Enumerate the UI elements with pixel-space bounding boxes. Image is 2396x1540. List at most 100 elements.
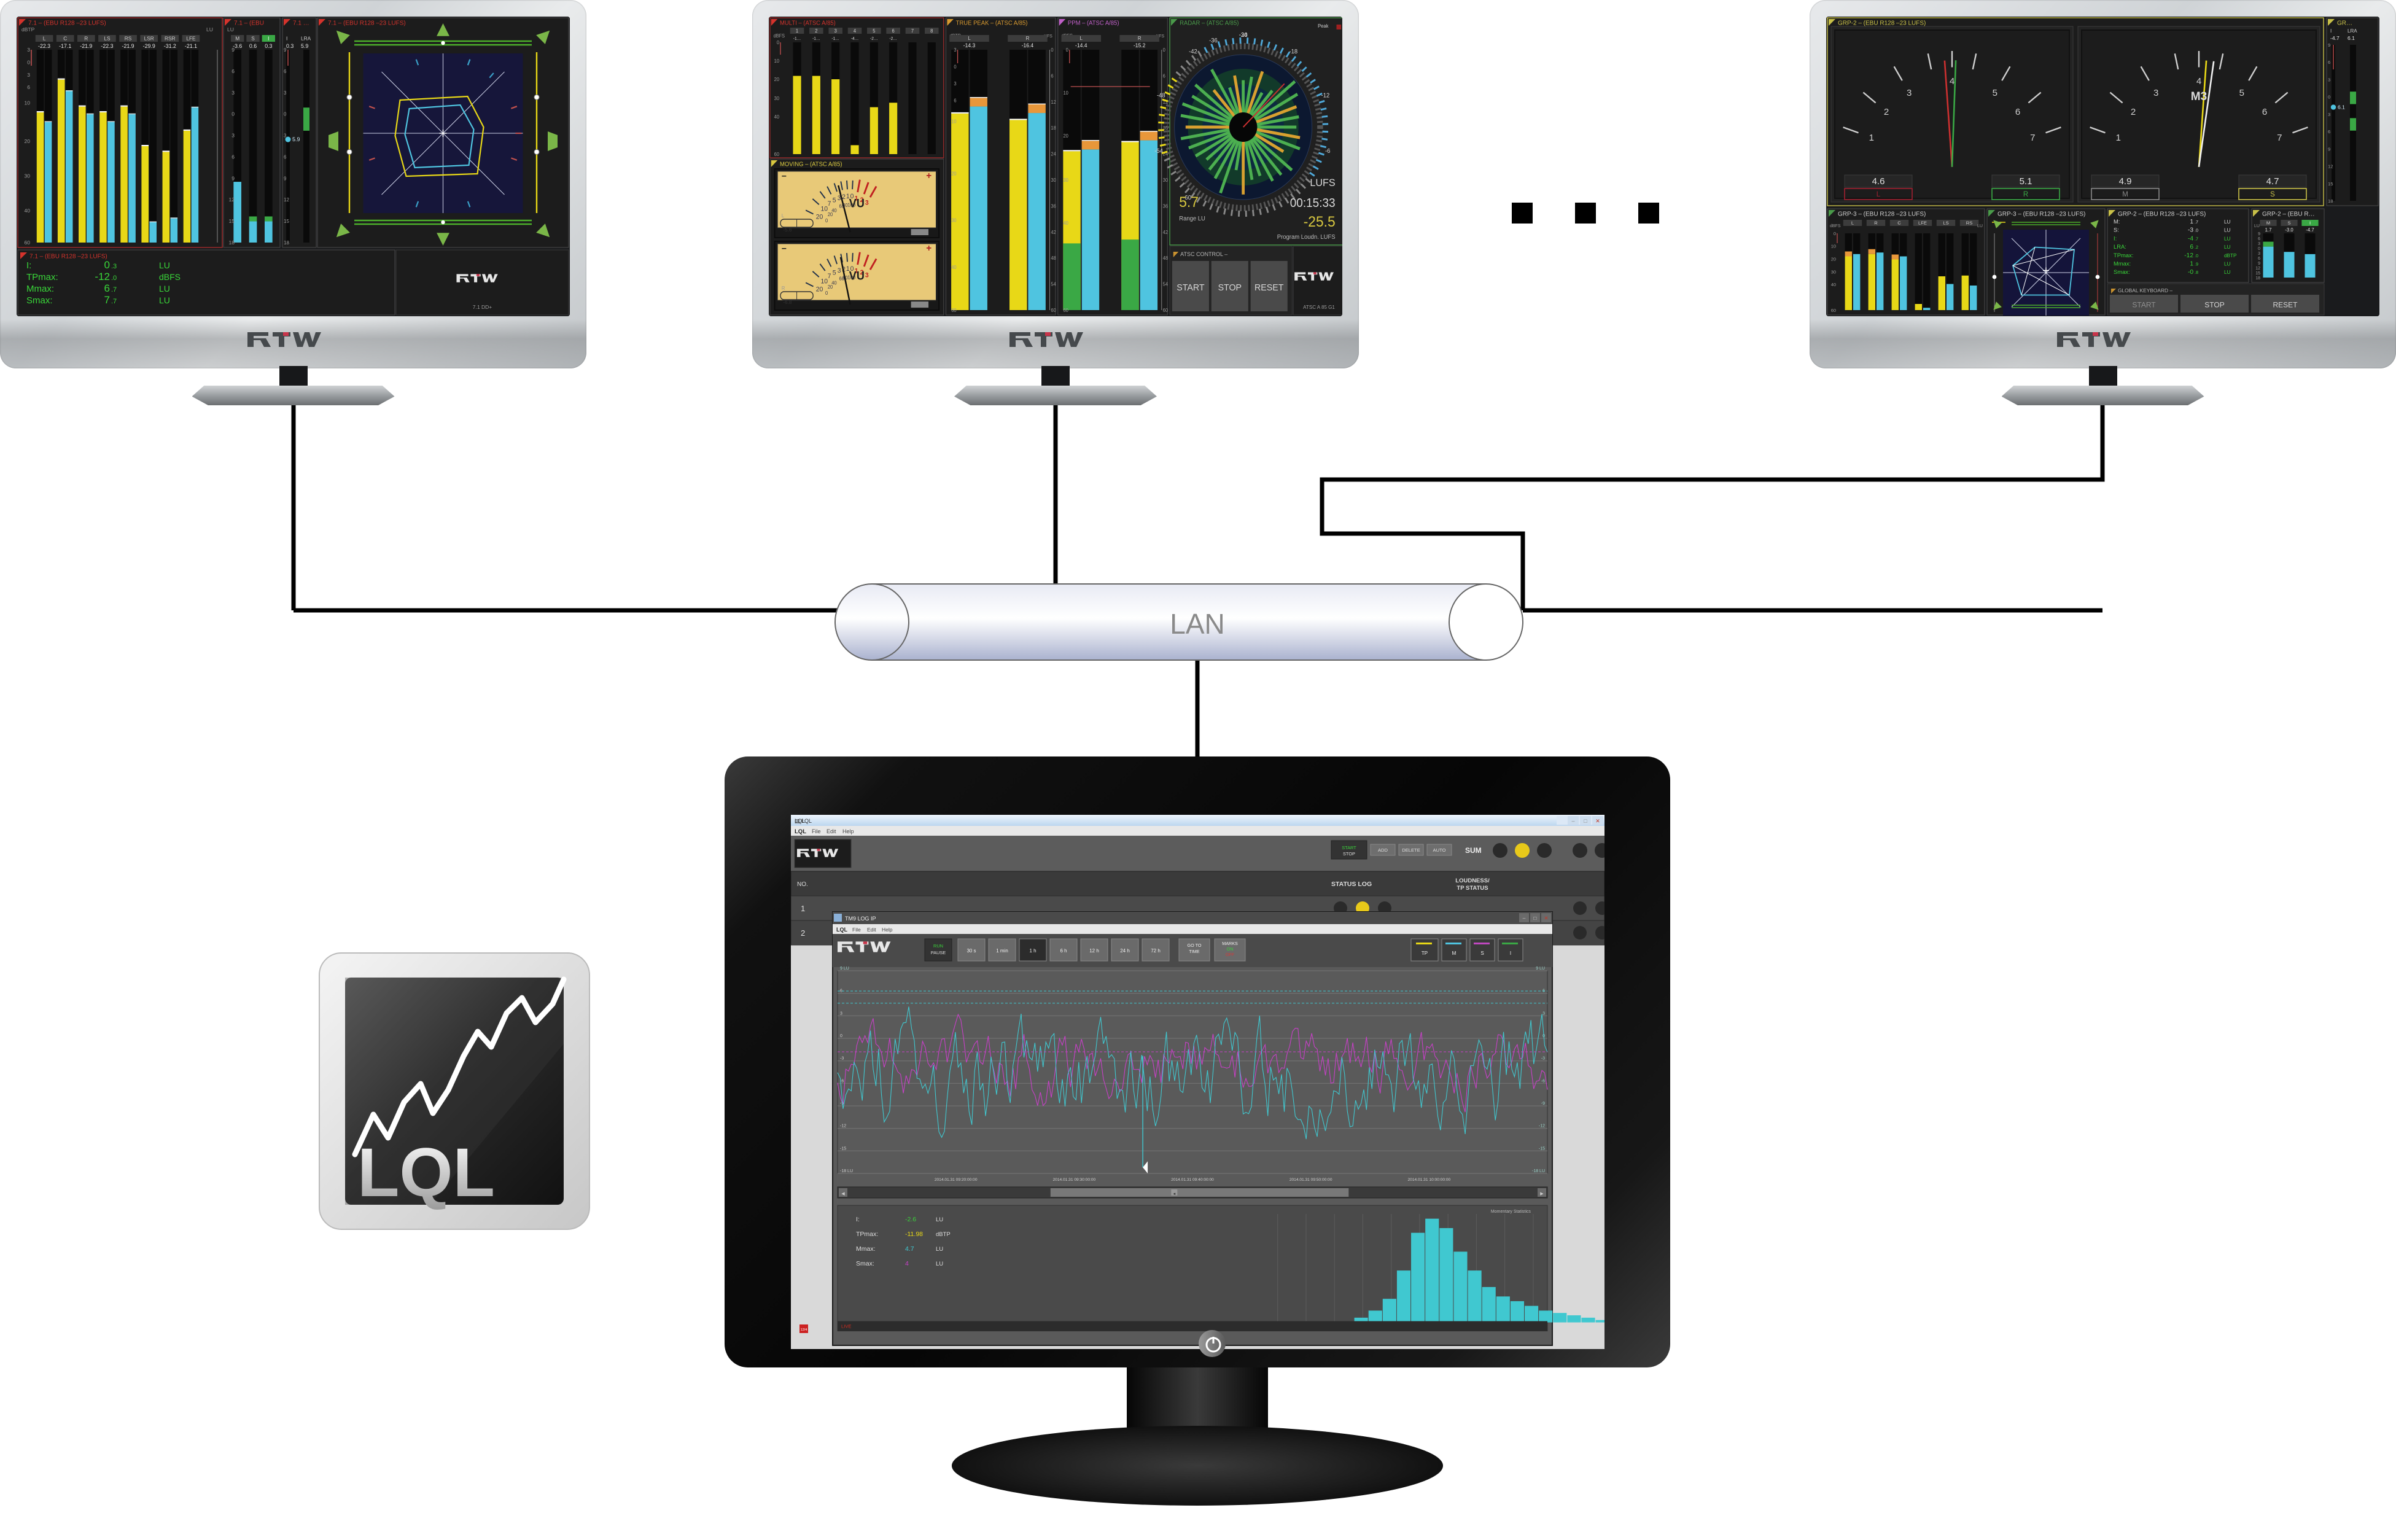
svg-text:R: R xyxy=(782,286,785,291)
svg-text:-4.7: -4.7 xyxy=(2330,35,2340,41)
svg-text:5.7: 5.7 xyxy=(1179,193,1199,210)
svg-text:18: 18 xyxy=(284,240,289,246)
svg-text:2014.01.31 10:00:00:00: 2014.01.31 10:00:00:00 xyxy=(1407,1178,1450,1182)
svg-text:7.1 – (EBU R128 –23 LUFS): 7.1 – (EBU R128 –23 LUFS) xyxy=(29,254,107,260)
svg-text:3: 3 xyxy=(954,81,956,87)
svg-text:LU: LU xyxy=(2254,224,2260,228)
svg-text:-4: -4 xyxy=(2188,235,2193,242)
svg-text:TP: TP xyxy=(1422,951,1428,956)
svg-text:S: S xyxy=(251,36,255,42)
svg-text:6: 6 xyxy=(231,68,235,74)
svg-text:7.1 – (EBU R128 –23 LUFS): 7.1 – (EBU R128 –23 LUFS) xyxy=(328,20,406,27)
svg-text:7.1 …: 7.1 … xyxy=(293,20,309,27)
svg-text:+: + xyxy=(926,171,932,181)
svg-text:12: 12 xyxy=(284,197,289,203)
svg-text:3: 3 xyxy=(27,47,30,53)
svg-text:GRP-2 – (EBU R128 –23 LUFS): GRP-2 – (EBU R128 –23 LUFS) xyxy=(2118,211,2206,218)
svg-text:-3: -3 xyxy=(2188,227,2193,234)
svg-text:-21.1: -21.1 xyxy=(185,43,197,49)
svg-text:00:15:33: 00:15:33 xyxy=(1290,196,1336,211)
svg-text:STOP: STOP xyxy=(2204,301,2224,309)
svg-text:48: 48 xyxy=(1163,255,1168,261)
svg-text:.7: .7 xyxy=(111,286,117,294)
svg-text:MARKS: MARKS xyxy=(1222,941,1238,946)
svg-text:24: 24 xyxy=(1051,151,1056,157)
svg-text:ATSC CONTROL –: ATSC CONTROL – xyxy=(1180,251,1228,257)
svg-text:PPM – (ATSC A/85): PPM – (ATSC A/85) xyxy=(1068,20,1119,26)
svg-text:LU: LU xyxy=(2224,270,2231,275)
svg-text:S: S xyxy=(1480,951,1484,956)
svg-text:0: 0 xyxy=(777,40,780,45)
svg-text:LRA:: LRA: xyxy=(2114,243,2126,250)
svg-text:3: 3 xyxy=(2153,88,2158,98)
svg-text:20: 20 xyxy=(816,213,823,220)
svg-text:-15: -15 xyxy=(1539,1146,1545,1151)
svg-text:5: 5 xyxy=(873,28,875,34)
svg-text:6: 6 xyxy=(1051,73,1053,79)
svg-text:LU: LU xyxy=(227,26,234,33)
svg-text:7: 7 xyxy=(828,273,831,280)
svg-text:-0: -0 xyxy=(2188,269,2193,276)
svg-text:–: – xyxy=(782,244,787,254)
svg-text:-21.9: -21.9 xyxy=(122,43,134,49)
svg-text:1: 1 xyxy=(796,28,798,34)
svg-text:LU: LU xyxy=(1977,224,1983,228)
svg-text:6: 6 xyxy=(2328,60,2330,65)
svg-text:-15: -15 xyxy=(840,1146,846,1151)
svg-text:20: 20 xyxy=(774,77,780,82)
svg-text:LU: LU xyxy=(159,284,170,294)
svg-text:LU: LU xyxy=(2224,228,2231,233)
svg-text:VU: VU xyxy=(849,269,865,282)
svg-text:2014.01.31 09:50:00:00: 2014.01.31 09:50:00:00 xyxy=(1289,1178,1332,1182)
svg-text:-2…: -2… xyxy=(870,37,878,41)
svg-text:dBTP: dBTP xyxy=(936,1231,951,1238)
svg-text:54: 54 xyxy=(1051,281,1056,287)
svg-text:R: R xyxy=(2023,191,2028,198)
svg-text:LFE: LFE xyxy=(1918,220,1927,226)
svg-text:40: 40 xyxy=(25,208,31,214)
svg-text:LUFS: LUFS xyxy=(1310,177,1335,189)
svg-text:0: 0 xyxy=(1051,47,1054,53)
svg-text:54: 54 xyxy=(1163,281,1169,287)
svg-text:-4…: -4… xyxy=(851,37,859,41)
svg-text:2: 2 xyxy=(2131,107,2136,117)
svg-text:12: 12 xyxy=(229,196,235,203)
svg-text:9 LU: 9 LU xyxy=(1536,966,1545,971)
svg-text:60: 60 xyxy=(774,152,780,157)
svg-text:40: 40 xyxy=(1063,220,1068,226)
svg-text:TRUE PEAK – (ATSC A/85): TRUE PEAK – (ATSC A/85) xyxy=(956,20,1028,26)
svg-text:C: C xyxy=(1897,220,1901,226)
svg-text:ADD: ADD xyxy=(1378,847,1388,853)
svg-text:L: L xyxy=(1851,220,1854,226)
svg-text:✕: ✕ xyxy=(1544,915,1548,921)
svg-text:dBTP: dBTP xyxy=(2224,253,2237,259)
svg-text:RUN: RUN xyxy=(933,943,943,949)
svg-text:2014.01.31 09:30:00:00: 2014.01.31 09:30:00:00 xyxy=(1052,1178,1095,1182)
svg-text:6: 6 xyxy=(2258,257,2260,261)
svg-text:-22.3: -22.3 xyxy=(101,43,113,49)
svg-text:-12: -12 xyxy=(1539,1124,1545,1129)
svg-text:Edit: Edit xyxy=(867,927,876,933)
svg-text:3: 3 xyxy=(284,90,287,96)
svg-text:L: L xyxy=(782,213,785,219)
svg-text:STATUS LOG: STATUS LOG xyxy=(1331,881,1372,888)
svg-text:7: 7 xyxy=(911,28,914,34)
svg-text:0: 0 xyxy=(840,1034,842,1038)
svg-text:+: + xyxy=(926,243,932,254)
svg-text:6: 6 xyxy=(284,69,287,74)
svg-text:3: 3 xyxy=(284,133,287,139)
svg-text:10: 10 xyxy=(820,278,828,285)
svg-text:5: 5 xyxy=(2239,88,2244,98)
svg-text:2014.01.31 09:40:00:00: 2014.01.31 09:40:00:00 xyxy=(1171,1178,1214,1182)
svg-text:TPmax:: TPmax: xyxy=(26,272,58,282)
svg-text:12: 12 xyxy=(2255,266,2260,271)
svg-text:7: 7 xyxy=(2277,133,2282,143)
svg-text:5: 5 xyxy=(833,269,836,276)
svg-text:12: 12 xyxy=(1051,99,1056,105)
svg-text:3: 3 xyxy=(865,199,869,206)
svg-text:✕: ✕ xyxy=(1595,818,1600,824)
svg-text:3: 3 xyxy=(840,1011,842,1016)
svg-text:-18 LU: -18 LU xyxy=(840,1169,853,1173)
svg-text:-12: -12 xyxy=(95,271,110,282)
svg-text:-2.6: -2.6 xyxy=(905,1216,916,1223)
